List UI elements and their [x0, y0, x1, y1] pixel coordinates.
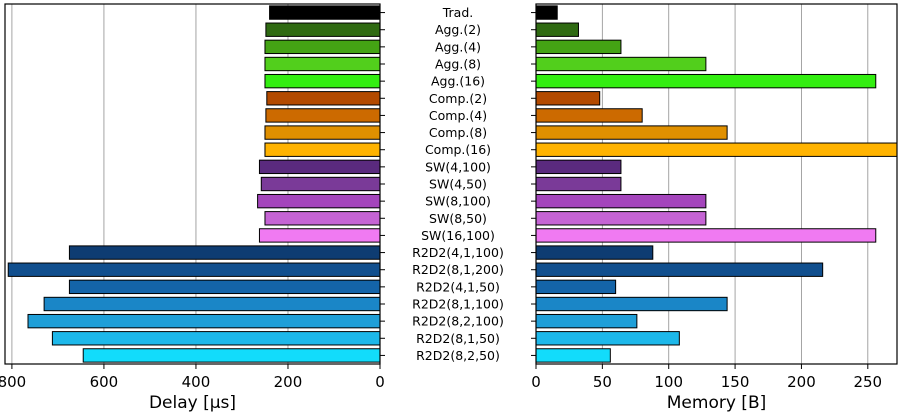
- category-label-18: R2D2(8,2,100): [412, 314, 504, 329]
- delay-bar-6: [265, 108, 381, 123]
- memory-bar-4: [535, 73, 877, 89]
- memory-xtick-label-3: 150: [721, 373, 750, 391]
- delay-bar-13: [258, 228, 381, 243]
- delay-bar-1: [265, 22, 381, 37]
- delay-bar-17: [43, 296, 381, 312]
- delay-bar-14: [68, 245, 381, 260]
- category-label-19: R2D2(8,1,50): [416, 331, 500, 346]
- memory-bar-11: [535, 193, 707, 209]
- memory-bar-13: [535, 228, 877, 243]
- category-label-20: R2D2(8,2,50): [416, 348, 500, 363]
- category-label-6: Comp.(4): [429, 108, 487, 123]
- memory-bar-16: [535, 279, 617, 295]
- memory-xtick-label-5: 250: [853, 373, 882, 391]
- delay-bar-8: [264, 142, 381, 157]
- category-label-7: Comp.(8): [429, 125, 487, 140]
- memory-bar-7: [535, 125, 728, 140]
- delay-bar-2: [264, 39, 381, 55]
- memory-xtick-label-1: 50: [593, 373, 612, 391]
- delay-xtick-label-1: 600: [90, 373, 119, 391]
- category-label-13: SW(16,100): [421, 228, 495, 243]
- delay-bar-3: [264, 56, 381, 72]
- category-labels: Trad. Agg.(2) Agg.(4) Agg.(8) Agg.(16) Comp.(…: [412, 5, 504, 363]
- memory-bar-8: [535, 142, 898, 157]
- category-label-9: SW(4,100): [425, 159, 491, 174]
- memory-bar-12: [535, 211, 707, 226]
- memory-bar-10: [535, 176, 622, 192]
- category-label-15: R2D2(8,1,200): [412, 262, 504, 277]
- memory-bar-9: [535, 159, 622, 175]
- delay-bar-11: [257, 193, 381, 209]
- category-label-4: Agg.(16): [431, 74, 485, 89]
- memory-xtick-label-4: 200: [787, 373, 816, 391]
- memory-bar-1: [535, 22, 579, 37]
- memory-bar-2: [535, 39, 622, 55]
- category-label-11: SW(8,100): [425, 194, 491, 209]
- delay-bar-0: [269, 5, 381, 20]
- category-label-10: SW(4,50): [429, 177, 487, 192]
- delay-bar-12: [264, 211, 381, 226]
- delay-bar-18: [27, 313, 381, 329]
- memory-panel: 0 50 100 150 200 250 Memory [B]: [531, 3, 898, 413]
- memory-bar-3: [535, 56, 707, 72]
- memory-bar-15: [535, 262, 824, 277]
- delay-bar-19: [51, 331, 381, 346]
- delay-xtick-label-2: 400: [182, 373, 211, 391]
- memory-bar-19: [535, 331, 680, 346]
- memory-xtick-label-2: 100: [654, 373, 683, 391]
- memory-bar-14: [535, 245, 654, 260]
- category-label-17: R2D2(8,1,100): [412, 297, 504, 312]
- category-label-12: SW(8,50): [429, 211, 487, 226]
- delay-bar-15: [7, 262, 381, 277]
- category-label-8: Comp.(16): [425, 142, 491, 157]
- delay-axis-label: Delay [μs]: [149, 393, 236, 413]
- memory-bar-17: [535, 296, 728, 312]
- delay-xtick-label-0: 800: [0, 373, 26, 391]
- category-label-2: Agg.(4): [435, 39, 481, 54]
- memory-bar-6: [535, 108, 643, 123]
- delay-bar-10: [260, 176, 381, 192]
- category-label-16: R2D2(4,1,50): [416, 279, 500, 294]
- category-label-14: R2D2(4,1,100): [412, 245, 504, 260]
- delay-bar-5: [266, 91, 381, 106]
- memory-axis-label: Memory [B]: [667, 393, 766, 413]
- memory-bar-18: [535, 313, 638, 329]
- category-label-1: Agg.(2): [435, 22, 481, 37]
- delay-panel: 800 600 400 200 0 Delay [μs]: [0, 3, 385, 413]
- delay-bar-16: [68, 279, 381, 295]
- delay-xtick-label-4: 0: [375, 373, 385, 391]
- category-label-5: Comp.(2): [429, 91, 487, 106]
- delay-bar-4: [264, 73, 381, 89]
- delay-bar-20: [82, 348, 381, 363]
- category-label-0: Trad.: [442, 5, 474, 20]
- category-label-3: Agg.(8): [435, 57, 481, 72]
- memory-bar-20: [535, 348, 611, 363]
- delay-xtick-label-3: 200: [274, 373, 303, 391]
- delay-bar-7: [264, 125, 381, 140]
- memory-bar-5: [535, 91, 601, 106]
- delay-bar-9: [258, 159, 381, 175]
- memory-bar-0: [535, 5, 558, 20]
- memory-xtick-label-0: 0: [531, 373, 541, 391]
